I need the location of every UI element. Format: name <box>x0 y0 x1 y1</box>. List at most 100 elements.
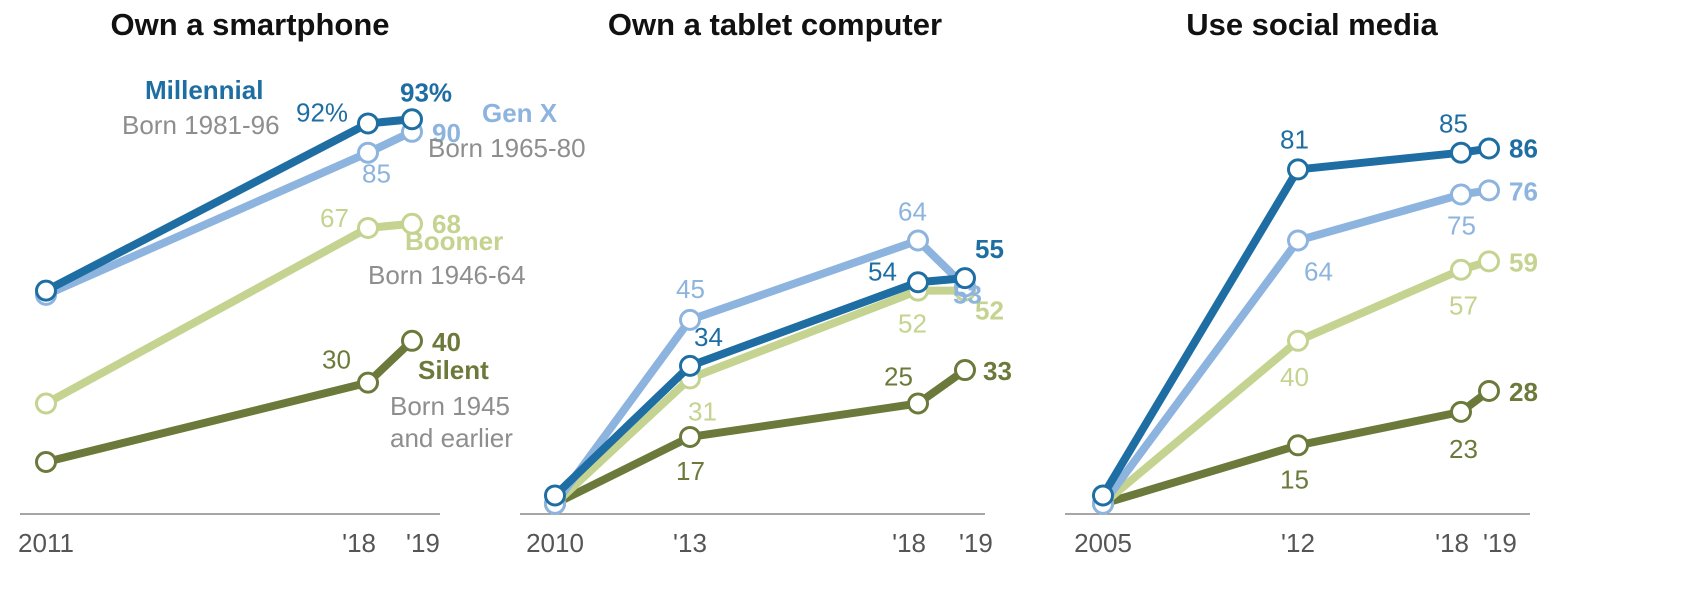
series-millennial: 92% 93% <box>35 77 452 302</box>
data-point <box>679 354 701 377</box>
data-point <box>1478 379 1500 402</box>
panel-own-a-tablet-computer: Own a tablet computer 2010 '13 '18 '19 17 25 33… <box>520 7 1012 558</box>
data-point <box>1287 434 1309 457</box>
data-label: 15 <box>1280 464 1309 494</box>
data-label: 52 <box>975 296 1004 326</box>
legend-silent-sub1: Born 1945 <box>390 391 510 421</box>
data-point <box>1287 329 1309 352</box>
legend-boomer-name: Boomer <box>405 226 503 256</box>
series-line <box>551 274 969 500</box>
x-tick-label: '18 <box>342 528 376 558</box>
x-tick-label: '19 <box>1483 528 1517 558</box>
data-label: 59 <box>1509 247 1538 277</box>
data-point <box>357 112 379 135</box>
data-point <box>357 216 379 239</box>
data-point <box>401 108 423 131</box>
data-point <box>907 392 929 415</box>
x-tick-label: '18 <box>1435 528 1469 558</box>
data-point <box>357 141 379 164</box>
x-tick-label: '13 <box>673 528 707 558</box>
series-millennial: 34 54 55 <box>544 234 1004 507</box>
data-point <box>401 329 423 352</box>
data-point <box>907 229 929 252</box>
data-point <box>35 451 57 474</box>
data-label: 45 <box>676 274 705 304</box>
series-silent: 30 40 <box>35 327 461 474</box>
data-label: 55 <box>975 234 1004 264</box>
data-label: 68 <box>432 209 461 239</box>
legend-genx-sub: Born 1965-80 <box>428 133 586 163</box>
x-tick-label: '19 <box>959 528 993 558</box>
data-point <box>1450 258 1472 281</box>
data-point <box>954 267 976 290</box>
series-boomer: 40 57 59 <box>1092 247 1538 515</box>
chart-title: Use social media <box>1186 7 1438 42</box>
legend: Millennial Born 1981-96 Gen X Born 1965-80 B… <box>122 75 586 453</box>
data-point <box>1478 179 1500 202</box>
series-line <box>42 115 416 295</box>
data-label: 40 <box>1280 362 1309 392</box>
data-label: 76 <box>1509 176 1538 206</box>
data-point <box>1450 183 1472 206</box>
data-label: 75 <box>1447 211 1476 241</box>
x-tick-label: '19 <box>406 528 440 558</box>
data-point <box>1478 137 1500 160</box>
series-boomer: 67 68 <box>35 203 461 415</box>
data-label: 34 <box>694 322 723 352</box>
legend-boomer-sub: Born 1946-64 <box>368 260 526 290</box>
series-millennial: 81 85 86 <box>1092 109 1538 507</box>
series-line <box>1099 386 1493 508</box>
data-point <box>1478 250 1500 273</box>
data-label: 93% <box>400 77 452 107</box>
legend-genx-name: Gen X <box>482 98 558 128</box>
data-label: 81 <box>1280 124 1309 154</box>
data-label: 86 <box>1509 134 1538 164</box>
data-point <box>401 212 423 235</box>
data-point <box>1450 400 1472 423</box>
series-line <box>551 366 969 508</box>
data-label: 67 <box>320 203 349 233</box>
series-silent: 17 25 33 <box>544 356 1012 515</box>
data-label: 57 <box>1449 291 1478 321</box>
series-line <box>42 127 416 299</box>
data-label: 28 <box>1509 377 1538 407</box>
data-label: 52 <box>898 309 927 339</box>
series-line <box>1099 257 1493 508</box>
series-line <box>551 236 969 508</box>
series-line <box>1099 144 1493 500</box>
data-label: 23 <box>1449 434 1478 464</box>
series-line <box>551 286 969 508</box>
data-label: 33 <box>983 356 1012 386</box>
data-label: 54 <box>868 256 897 286</box>
legend-silent-sub2: and earlier <box>390 423 513 453</box>
data-point <box>679 308 701 331</box>
x-tick-label: '18 <box>892 528 926 558</box>
data-point <box>1287 158 1309 181</box>
legend-millennial-sub: Born 1981-96 <box>122 110 280 140</box>
x-tick-label: 2005 <box>1074 528 1132 558</box>
data-label: 85 <box>1439 109 1468 139</box>
data-point <box>544 484 566 507</box>
data-point <box>954 359 976 382</box>
chart-title: Own a tablet computer <box>608 7 942 42</box>
data-point <box>35 279 57 302</box>
data-label: 40 <box>432 327 461 357</box>
chart-title: Own a smartphone <box>110 7 389 42</box>
x-tick-label: '12 <box>1281 528 1315 558</box>
data-label: 90 <box>432 118 461 148</box>
panel-use-social-media: Use social media 2005 '12 '18 '19 15 23 28 40 57 5… <box>1065 7 1538 558</box>
data-point <box>679 425 701 448</box>
data-point <box>35 392 57 415</box>
data-label: 31 <box>688 396 717 426</box>
series-line <box>1099 186 1493 508</box>
data-point <box>1092 484 1114 507</box>
data-point <box>907 271 929 294</box>
series-line <box>42 219 416 408</box>
data-label: 64 <box>898 196 927 226</box>
data-label: 92% <box>296 97 348 127</box>
legend-millennial-name: Millennial <box>145 75 263 105</box>
legend-silent-name: Silent <box>418 355 489 385</box>
